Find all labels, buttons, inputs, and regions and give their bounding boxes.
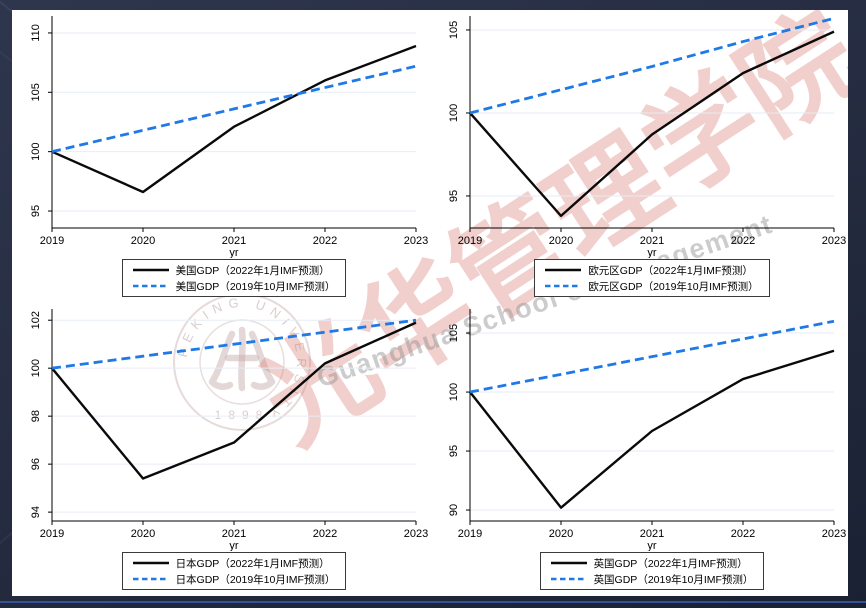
x-axis-title: yr (647, 247, 657, 258)
y-tick-label: 105 (30, 83, 42, 101)
x-tick-label: 2022 (313, 235, 337, 247)
series-line-dashed (469, 319, 835, 394)
x-axis-title: yr (647, 540, 657, 551)
x-axis-title: yr (229, 540, 239, 551)
eurozone-gdp-plot: 95 100 105 2019 2020 2021 2022 2023 yr (448, 16, 846, 258)
series-line-solid (469, 30, 835, 218)
x-tick-label: 2019 (458, 528, 482, 540)
x-tick-label: 2019 (40, 235, 64, 247)
x-tick-label: 2021 (640, 235, 664, 247)
x-tick-label: 2022 (313, 528, 337, 540)
eurozone-gdp-legend: 欧元区GDP（2022年1月IMF预测） 欧元区GDP（2019年10月IMF预测… (470, 259, 834, 297)
legend-label: 欧元区GDP（2019年10月IMF预测） (588, 280, 759, 293)
y-tick-label: 98 (30, 410, 42, 422)
chart-panel-uk-gdp: 90 95 100 105 2019 2020 2021 2022 2023 yr 英国GDP（2… (430, 303, 848, 596)
legend-entry: 英国GDP（2022年1月IMF预测） (550, 555, 754, 571)
series-line-solid (51, 44, 417, 194)
usa-gdp-legend: 美国GDP（2022年1月IMF预测） 美国GDP（2019年10月IMF预测） (52, 259, 416, 297)
x-tick-label: 2020 (131, 235, 155, 247)
legend-entry: 欧元区GDP（2019年10月IMF预测） (545, 278, 759, 294)
solid-line-sample-icon (132, 561, 169, 565)
y-tick-label: 110 (30, 24, 42, 42)
chart-panel-eurozone-gdp: 95 100 105 2019 2020 2021 2022 2023 yr 欧元区GDP（20… (430, 10, 848, 303)
japan-gdp-plot: 94 96 98 100 102 2019 2020 2021 2022 2023 yr (30, 309, 428, 551)
y-tick-label: 100 (448, 383, 460, 401)
legend-label: 日本GDP（2019年10月IMF预测） (175, 573, 336, 586)
x-tick-label: 2023 (404, 528, 428, 540)
x-tick-label: 2023 (404, 235, 428, 247)
y-tick-label: 100 (30, 359, 42, 377)
dashed-line-sample-icon (132, 284, 169, 288)
legend-label: 英国GDP（2022年1月IMF预测） (593, 557, 748, 570)
x-axis-title: yr (229, 247, 239, 258)
dashed-line-sample-icon (132, 577, 169, 581)
x-tick-label: 2023 (822, 235, 846, 247)
y-tick-label: 100 (30, 142, 42, 160)
legend-entry: 日本GDP（2019年10月IMF预测） (132, 571, 336, 587)
series-line-dashed (51, 318, 417, 370)
y-tick-label: 95 (30, 205, 42, 217)
uk-gdp-legend: 英国GDP（2022年1月IMF预测） 英国GDP（2019年10月IMF预测） (470, 552, 834, 590)
chart-panel-usa-gdp: 95 100 105 110 2019 2020 2021 2022 2023 yr 美国GDP（… (12, 10, 430, 303)
x-tick-label: 2019 (40, 528, 64, 540)
charts-grid: 95 100 105 110 2019 2020 2021 2022 2023 yr 美国GDP（… (12, 10, 848, 596)
y-tick-label: 95 (448, 445, 460, 457)
bottom-accent-line (0, 601, 866, 603)
x-tick-label: 2020 (549, 528, 573, 540)
japan-gdp-legend: 日本GDP（2022年1月IMF预测） 日本GDP（2019年10月IMF预测） (52, 552, 416, 590)
y-tick-label: 102 (30, 311, 42, 329)
legend-label: 美国GDP（2019年10月IMF预测） (175, 280, 336, 293)
legend-entry: 美国GDP（2022年1月IMF预测） (132, 262, 336, 278)
x-tick-label: 2022 (731, 235, 755, 247)
legend-entry: 欧元区GDP（2022年1月IMF预测） (545, 262, 758, 278)
x-tick-label: 2020 (549, 235, 573, 247)
x-tick-label: 2023 (822, 528, 846, 540)
chart-panel-japan-gdp: 94 96 98 100 102 2019 2020 2021 2022 2023 yr 日本GDP… (12, 303, 430, 596)
dashed-line-sample-icon (545, 284, 582, 288)
series-line-solid (51, 321, 417, 480)
y-tick-label: 105 (448, 324, 460, 342)
y-tick-label: 105 (448, 21, 460, 39)
legend-entry: 英国GDP（2019年10月IMF预测） (550, 571, 754, 587)
legend-label: 日本GDP（2022年1月IMF预测） (175, 557, 330, 570)
legend-label: 英国GDP（2019年10月IMF预测） (593, 573, 754, 586)
x-tick-label: 2021 (640, 528, 664, 540)
x-tick-label: 2019 (458, 235, 482, 247)
y-tick-label: 90 (448, 504, 460, 516)
solid-line-sample-icon (550, 561, 587, 565)
legend-entry: 美国GDP（2019年10月IMF预测） (132, 278, 336, 294)
legend-entry: 日本GDP（2022年1月IMF预测） (132, 555, 336, 571)
series-line-solid (469, 349, 835, 509)
stata-graph-sheet: PEKING UNIVERSITY 1898 光华管理学院 Guanghua S… (12, 10, 848, 596)
y-tick-label: 100 (448, 104, 460, 122)
series-line-dashed (469, 16, 835, 115)
solid-line-sample-icon (132, 268, 169, 272)
series-line-dashed (51, 64, 417, 154)
x-tick-label: 2022 (731, 528, 755, 540)
y-tick-label: 96 (30, 458, 42, 470)
x-tick-label: 2021 (222, 528, 246, 540)
y-tick-label: 95 (448, 190, 460, 202)
x-tick-label: 2020 (131, 528, 155, 540)
solid-line-sample-icon (545, 268, 582, 272)
legend-label: 美国GDP（2022年1月IMF预测） (175, 264, 330, 277)
x-tick-label: 2021 (222, 235, 246, 247)
y-tick-label: 94 (30, 506, 42, 518)
legend-label: 欧元区GDP（2022年1月IMF预测） (588, 264, 753, 277)
dashed-line-sample-icon (550, 577, 587, 581)
usa-gdp-plot: 95 100 105 110 2019 2020 2021 2022 2023 yr (30, 16, 428, 258)
uk-gdp-plot: 90 95 100 105 2019 2020 2021 2022 2023 yr (448, 309, 846, 551)
